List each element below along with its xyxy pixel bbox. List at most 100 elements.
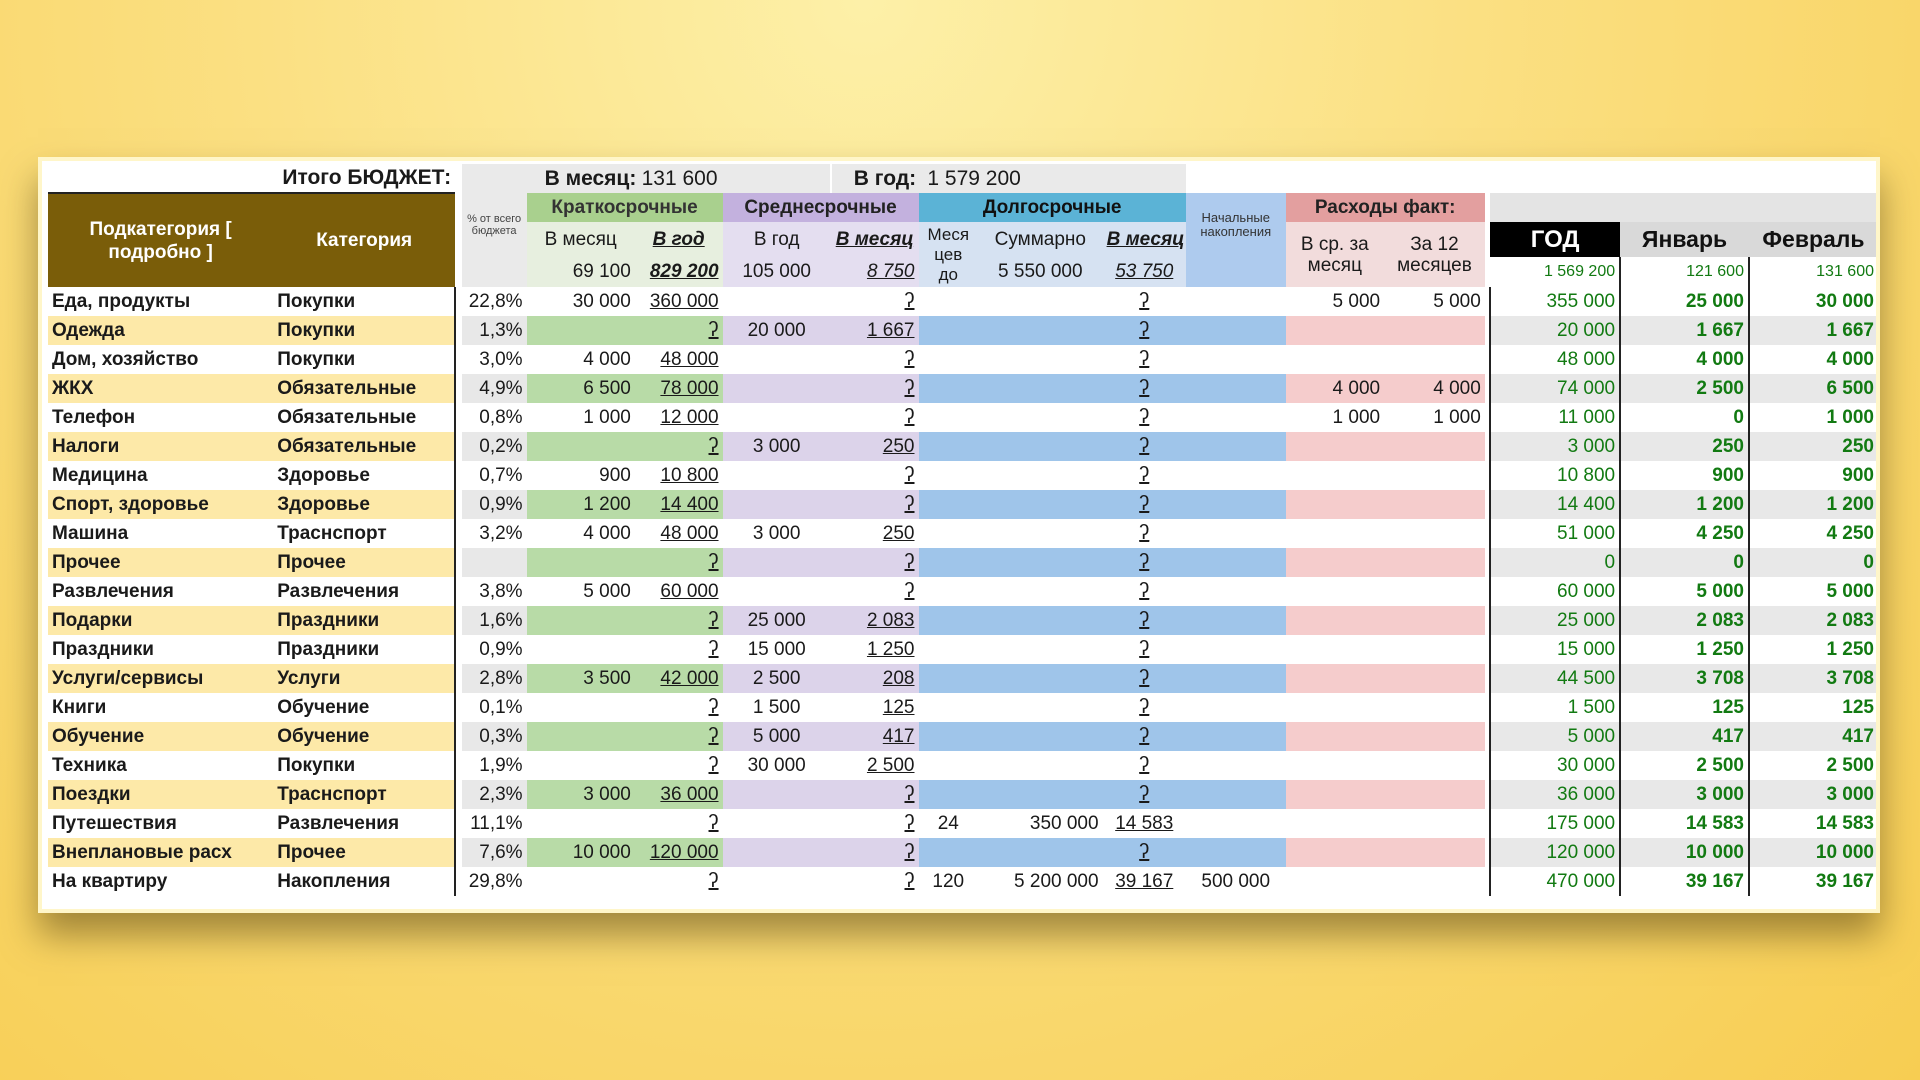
january-cell[interactable]: 25 000	[1619, 287, 1749, 316]
february-cell[interactable]: 3 708	[1747, 664, 1876, 693]
initial-savings-cell[interactable]	[1186, 403, 1286, 432]
february-cell[interactable]: 30 000	[1747, 287, 1876, 316]
fact-average-cell[interactable]	[1285, 548, 1385, 577]
fact-average-cell[interactable]	[1286, 519, 1385, 548]
february-cell[interactable]: 14 583	[1747, 809, 1876, 838]
short-year-cell[interactable]: ʔ	[634, 722, 723, 751]
january-cell[interactable]: 900	[1619, 461, 1749, 490]
fact-12-months-cell[interactable]	[1384, 519, 1485, 548]
january-cell[interactable]: 0	[1619, 403, 1749, 432]
long-months-cell[interactable]	[919, 693, 979, 722]
january-cell[interactable]: 5 000	[1619, 577, 1749, 606]
initial-savings-cell[interactable]: 500 000	[1201, 870, 1271, 892]
february-cell[interactable]: 1 667	[1747, 316, 1876, 345]
short-month-cell[interactable]	[527, 751, 635, 780]
category-cell[interactable]: Траснспорт	[277, 522, 387, 544]
long-months-cell[interactable]	[919, 751, 979, 780]
subcategory-cell[interactable]: Развлечения	[52, 580, 174, 602]
short-year-cell[interactable]: 14 400	[634, 490, 723, 519]
short-year-cell[interactable]: 10 800	[660, 464, 719, 486]
initial-savings-cell[interactable]	[1186, 577, 1286, 606]
february-cell[interactable]: 250	[1747, 432, 1876, 461]
long-sum-cell[interactable]	[978, 751, 1103, 780]
fact-average-cell[interactable]	[1285, 432, 1385, 461]
category-cell[interactable]: Прочее	[273, 838, 456, 867]
table-row[interactable]: Внеплановые расх Прочее 7,6% 10 000 120 …	[48, 838, 1876, 867]
percent-cell[interactable]: 3,0%	[479, 348, 523, 370]
long-months-cell[interactable]	[919, 577, 979, 606]
long-month-cell[interactable]: ʔ	[1103, 403, 1186, 432]
long-months-cell[interactable]	[918, 606, 979, 635]
january-cell[interactable]: 417	[1619, 722, 1749, 751]
long-sum-cell[interactable]	[978, 490, 1103, 519]
fact-average-cell[interactable]	[1286, 751, 1385, 780]
mid-year-cell[interactable]: 3 000	[752, 522, 801, 544]
initial-savings-cell[interactable]	[1185, 722, 1286, 751]
mid-month-cell[interactable]: ʔ	[831, 287, 919, 316]
subcategory-cell[interactable]: Еда, продукты	[52, 290, 191, 312]
percent-cell[interactable]: 0,3%	[461, 722, 527, 751]
long-sum-cell[interactable]	[978, 403, 1103, 432]
short-year-cell[interactable]: 60 000	[660, 580, 719, 602]
initial-savings-cell[interactable]	[1186, 693, 1286, 722]
short-year-cell[interactable]: 120 000	[634, 838, 723, 867]
fact-12-months-cell[interactable]	[1384, 809, 1485, 838]
long-months-cell[interactable]	[918, 722, 979, 751]
subcategory-cell[interactable]: Налоги	[48, 432, 274, 461]
mid-year-cell[interactable]: 15 000	[747, 638, 806, 660]
short-month-cell[interactable]	[527, 867, 635, 896]
initial-savings-cell[interactable]	[1186, 751, 1286, 780]
long-sum-cell[interactable]	[978, 722, 1103, 751]
long-months-cell[interactable]	[918, 432, 979, 461]
fact-average-cell[interactable]: 4 000	[1285, 374, 1385, 403]
fact-average-cell[interactable]	[1286, 345, 1385, 374]
long-months-cell[interactable]	[919, 461, 979, 490]
fact-12-months-cell[interactable]	[1384, 548, 1485, 577]
percent-cell[interactable]: 0,9%	[479, 638, 523, 660]
category-cell[interactable]: Обязательные	[273, 374, 456, 403]
category-cell[interactable]: Прочее	[273, 548, 456, 577]
short-month-cell[interactable]: 1 200	[526, 490, 635, 519]
february-cell[interactable]: 1 000	[1747, 403, 1876, 432]
february-cell[interactable]: 4 250	[1747, 519, 1876, 548]
short-year-cell[interactable]: ʔ	[635, 751, 723, 780]
mid-year-cell[interactable]	[723, 403, 831, 432]
table-row[interactable]: Еда, продукты Покупки 22,8% 30 000 360 0…	[48, 287, 1876, 316]
table-row[interactable]: Прочее Прочее ʔ ʔ ʔ 0 0 0	[48, 548, 1876, 577]
short-month-cell[interactable]	[527, 809, 635, 838]
initial-savings-cell[interactable]	[1185, 432, 1286, 461]
table-row[interactable]: На квартиру Накопления 29,8% ʔ ʔ 120 5 2…	[48, 867, 1876, 896]
mid-month-cell[interactable]: ʔ	[831, 403, 919, 432]
long-month-cell[interactable]: 39 167	[1115, 870, 1174, 892]
subcategory-cell[interactable]: Праздники	[52, 638, 154, 660]
long-month-cell[interactable]: ʔ	[1103, 577, 1186, 606]
short-month-cell[interactable]: 900	[599, 464, 631, 486]
long-month-cell[interactable]: ʔ	[1102, 374, 1186, 403]
long-month-cell[interactable]: ʔ	[1102, 432, 1186, 461]
mid-year-cell[interactable]	[722, 780, 831, 809]
percent-cell[interactable]: 22,8%	[468, 290, 523, 312]
long-sum-cell[interactable]	[978, 432, 1103, 461]
long-sum-cell[interactable]	[978, 577, 1103, 606]
subcategory-cell[interactable]: Книги	[52, 696, 107, 718]
initial-savings-cell[interactable]	[1185, 374, 1286, 403]
fact-average-cell[interactable]	[1285, 664, 1385, 693]
category-cell[interactable]: Обучение	[273, 722, 456, 751]
january-cell[interactable]: 1 250	[1619, 635, 1749, 664]
february-cell[interactable]: 3 000	[1747, 780, 1876, 809]
percent-cell[interactable]: 0,8%	[479, 406, 523, 428]
fact-average-cell[interactable]	[1285, 316, 1385, 345]
long-sum-cell[interactable]	[978, 461, 1103, 490]
initial-savings-cell[interactable]	[1185, 490, 1286, 519]
mid-month-cell[interactable]: 208	[830, 664, 919, 693]
initial-savings-cell[interactable]	[1186, 519, 1286, 548]
category-cell[interactable]: Траснспорт	[273, 780, 456, 809]
january-cell[interactable]: 2 083	[1619, 606, 1749, 635]
february-cell[interactable]: 4 000	[1747, 345, 1876, 374]
mid-year-cell[interactable]: 1 500	[752, 696, 801, 718]
long-months-cell[interactable]	[919, 519, 979, 548]
table-row[interactable]: Одежда Покупки 1,3% ʔ 20 000 1 667 ʔ 20 …	[48, 316, 1876, 345]
short-year-cell[interactable]: ʔ	[634, 548, 723, 577]
long-month-cell[interactable]: 14 583	[1115, 812, 1174, 834]
january-cell[interactable]: 2 500	[1619, 374, 1749, 403]
